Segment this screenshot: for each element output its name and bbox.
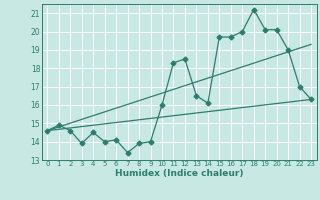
X-axis label: Humidex (Indice chaleur): Humidex (Indice chaleur) <box>115 169 244 178</box>
